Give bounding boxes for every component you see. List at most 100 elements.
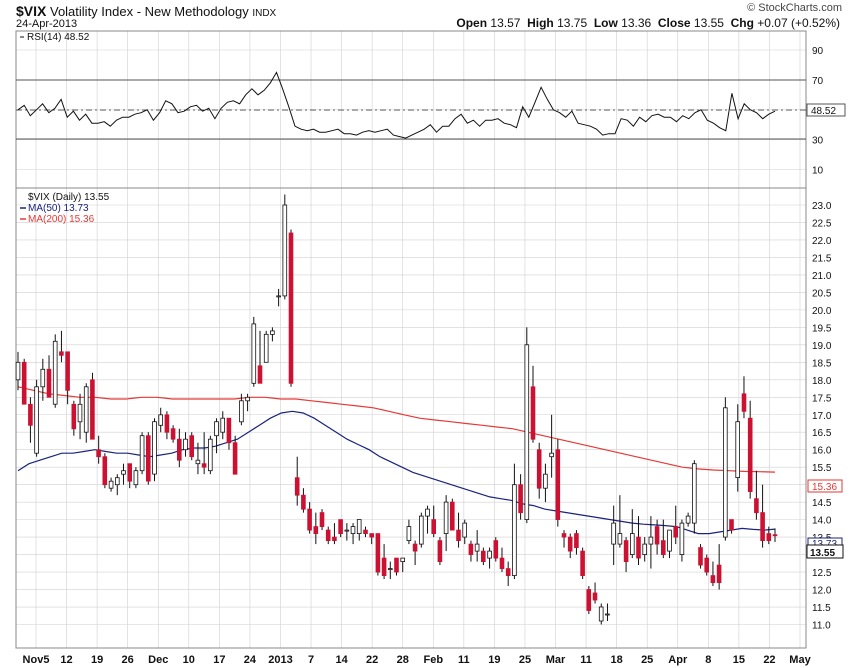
price-tick-label: 20.0 bbox=[812, 306, 832, 317]
candle-body bbox=[52, 340, 58, 405]
candle bbox=[381, 544, 387, 580]
price-tick-label: 21.0 bbox=[812, 271, 832, 282]
candle-body bbox=[505, 568, 511, 576]
candle bbox=[170, 425, 176, 443]
candle bbox=[716, 544, 722, 590]
candle bbox=[65, 351, 70, 405]
candle bbox=[270, 327, 275, 342]
candle-body bbox=[661, 540, 666, 555]
candle-body bbox=[325, 529, 331, 541]
candle-body bbox=[189, 435, 195, 458]
candle bbox=[698, 544, 703, 569]
price-tick-label: 11.5 bbox=[812, 603, 831, 614]
candle-body bbox=[605, 613, 610, 616]
candle-body bbox=[270, 330, 275, 335]
candle-body bbox=[332, 536, 337, 541]
price-tick-label: 19.5 bbox=[812, 323, 832, 334]
candle-body bbox=[747, 417, 753, 493]
brand-watermark: © StockCharts.com bbox=[747, 2, 842, 14]
candle-body bbox=[139, 435, 145, 472]
candle bbox=[15, 351, 21, 391]
candle-body bbox=[195, 459, 201, 465]
x-tick-label: 7 bbox=[308, 654, 314, 666]
x-tick-label: 11 bbox=[458, 654, 470, 666]
price-tick-label: 16.0 bbox=[812, 446, 832, 457]
candle bbox=[220, 411, 226, 440]
candle bbox=[456, 512, 461, 548]
x-tick-label: 19 bbox=[91, 654, 103, 666]
price-tick-label: 22.0 bbox=[812, 236, 832, 247]
rsi-tick-label: 30 bbox=[812, 136, 824, 147]
candle-body bbox=[698, 547, 703, 566]
candle-body bbox=[183, 438, 188, 451]
candle bbox=[772, 528, 778, 542]
candle-body bbox=[679, 522, 685, 555]
x-tick-label: 25 bbox=[519, 654, 531, 666]
candle-body bbox=[152, 421, 157, 475]
candle-body bbox=[59, 351, 64, 356]
candle-body bbox=[28, 403, 33, 426]
candle-body bbox=[170, 428, 176, 440]
candle bbox=[661, 519, 666, 559]
candle-body bbox=[536, 449, 542, 489]
x-tick-label: 15 bbox=[733, 654, 745, 666]
candle-body bbox=[108, 480, 114, 489]
price-tick-label: 19.0 bbox=[812, 341, 832, 352]
candle bbox=[443, 495, 449, 552]
open-value: 13.57 bbox=[490, 16, 521, 30]
candle bbox=[139, 432, 145, 475]
rsi-badge-text: 48.52 bbox=[811, 106, 836, 117]
candle-body bbox=[381, 557, 387, 576]
candle bbox=[766, 526, 772, 545]
candle-body bbox=[437, 540, 443, 562]
candle-body bbox=[406, 526, 412, 541]
candle-body bbox=[772, 534, 778, 537]
candle-body bbox=[338, 519, 343, 534]
candle-body bbox=[754, 498, 759, 514]
x-tick-label: 22 bbox=[763, 654, 775, 666]
candle-body bbox=[692, 463, 697, 524]
candle bbox=[462, 519, 467, 545]
candle bbox=[21, 358, 27, 405]
candle bbox=[710, 561, 716, 587]
candle-body bbox=[15, 361, 21, 381]
candle-body bbox=[729, 519, 734, 531]
candle-body bbox=[307, 508, 312, 531]
candle-body bbox=[623, 540, 629, 562]
candle-body bbox=[456, 529, 461, 541]
candle bbox=[40, 358, 46, 401]
candle-body bbox=[344, 529, 350, 532]
candle bbox=[46, 355, 52, 398]
candle bbox=[307, 502, 312, 534]
candle bbox=[623, 537, 629, 573]
candle-body bbox=[102, 456, 108, 486]
candle bbox=[325, 526, 331, 545]
price-tick-label: 11.0 bbox=[812, 621, 831, 632]
candle bbox=[574, 530, 579, 555]
candle-body bbox=[760, 512, 765, 541]
candle-body bbox=[493, 540, 499, 559]
candle-body bbox=[561, 533, 567, 538]
candle-body bbox=[145, 435, 151, 482]
candle bbox=[425, 505, 430, 534]
index-name: Volatility Index - New Methodology bbox=[49, 4, 249, 19]
high-value: 13.75 bbox=[557, 16, 588, 30]
candle-body bbox=[201, 463, 207, 468]
candle-body bbox=[636, 536, 641, 559]
candle bbox=[524, 327, 530, 524]
candle-body bbox=[34, 386, 39, 454]
candle-body bbox=[40, 368, 46, 388]
candle-body bbox=[251, 323, 257, 384]
chart-title: $VIX Volatility Index - New Methodology … bbox=[16, 3, 276, 19]
candle bbox=[245, 393, 250, 412]
price-tick-label: 14.0 bbox=[812, 516, 832, 527]
candle bbox=[741, 376, 747, 419]
candle bbox=[77, 393, 83, 440]
candle-body bbox=[96, 449, 101, 458]
candle-body bbox=[543, 473, 548, 489]
candle-body bbox=[654, 526, 660, 545]
candle bbox=[301, 488, 306, 513]
x-tick-label: 19 bbox=[488, 654, 500, 666]
x-tick-label: 14 bbox=[335, 654, 348, 666]
rsi-legend: RSI(14) 48.52 bbox=[20, 32, 90, 43]
